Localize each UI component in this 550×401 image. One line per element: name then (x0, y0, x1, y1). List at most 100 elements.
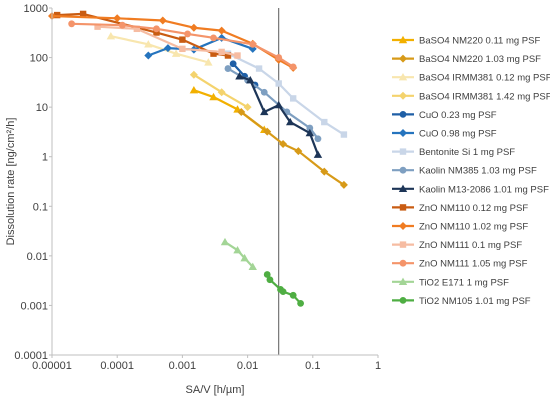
legend-swatch-marker (399, 148, 407, 155)
series-9 (235, 72, 323, 158)
legend-swatch-marker (399, 129, 407, 137)
data-point (224, 65, 232, 72)
data-point (94, 23, 101, 30)
legend-item: CuO 0.98 mg PSF (392, 129, 497, 140)
data-point (260, 88, 268, 96)
x-tick-label: 0.1 (305, 360, 320, 372)
data-point (248, 262, 257, 271)
legend-item: BaSO4 IRMM381 1.42 mg PSF (392, 91, 550, 102)
legend-swatch-marker (399, 166, 407, 174)
legend-swatch-marker (399, 241, 407, 248)
legend-item: Bentonite Si 1 mg PSF (392, 147, 515, 158)
data-point (153, 25, 160, 33)
legend-swatch-marker (399, 259, 407, 267)
x-axis-title: SA/V [h/µm] (186, 384, 245, 396)
legend-label: CuO 0.23 mg PSF (419, 110, 497, 121)
data-point (229, 60, 237, 68)
x-tick-label: 0.00001 (32, 360, 72, 372)
legend-label: Bentonite Si 1 mg PSF (419, 147, 515, 158)
data-point (189, 85, 199, 94)
legend-label: TiO2 NM105 1.01 mg PSF (419, 296, 531, 307)
data-point (313, 150, 323, 158)
x-tick-label: 0.001 (169, 360, 197, 372)
series-2 (237, 107, 348, 189)
legend-item: TiO2 E171 1 mg PSF (392, 277, 509, 288)
data-point (106, 31, 116, 40)
data-point (275, 80, 282, 87)
data-point (240, 253, 249, 262)
data-point (179, 36, 186, 43)
data-point (321, 118, 328, 126)
data-point (255, 65, 263, 72)
data-point (294, 147, 303, 156)
data-point (263, 271, 271, 278)
x-tick-label: 1 (375, 360, 381, 372)
series-3 (106, 31, 213, 66)
legend-label: CuO 0.98 mg PSF (419, 129, 497, 140)
legend-item: ZnO NM111 0.1 mg PSF (392, 240, 522, 251)
data-point (340, 131, 348, 138)
y-tick-label: 1 (42, 152, 48, 164)
legend-swatch-marker (399, 54, 407, 63)
data-point (234, 52, 241, 59)
legend-label: BaSO4 IRMM381 0.12 mg PSF (419, 73, 550, 84)
legend-label: ZnO NM111 1.05 mg PSF (419, 259, 528, 270)
data-point (153, 29, 160, 36)
data-point (289, 95, 297, 102)
legend-item: BaSO4 IRMM381 0.12 mg PSF (392, 73, 550, 84)
data-point (266, 276, 274, 284)
legend-swatch-marker (399, 111, 407, 118)
data-point (279, 140, 288, 149)
data-point (210, 34, 217, 42)
data-point (235, 72, 244, 80)
data-point (184, 30, 191, 38)
legend-label: ZnO NM110 0.12 mg PSF (419, 203, 528, 214)
legend-swatch-marker (398, 277, 408, 285)
legend-label: Kaolin M13-2086 1.01 mg PSF (419, 184, 549, 195)
series-line (51, 14, 294, 69)
legend-label: ZnO NM110 1.02 mg PSF (419, 222, 528, 233)
data-point (118, 21, 126, 29)
legend-item: BaSO4 NM220 1.03 mg PSF (392, 54, 541, 65)
data-point (297, 299, 305, 307)
series-line (240, 111, 345, 186)
y-tick-label: 1000 (24, 3, 48, 15)
data-point (171, 49, 181, 57)
legend-item: TiO2 NM105 1.01 mg PSF (392, 296, 531, 307)
legend-item: ZnO NM110 0.12 mg PSF (392, 203, 528, 214)
legend-item: Kaolin M13-2086 1.01 mg PSF (392, 184, 549, 195)
data-point (217, 26, 226, 35)
legend-item: CuO 0.23 mg PSF (392, 110, 497, 121)
legend-swatch-marker (398, 184, 408, 192)
data-point (209, 92, 218, 101)
legend-swatch-marker (399, 91, 407, 100)
y-tick-label: 0.001 (20, 300, 48, 312)
data-point (133, 25, 141, 33)
legend-item: Kaolin NM385 1.03 mg PSF (392, 166, 537, 177)
series-13 (68, 20, 297, 71)
legend-item: ZnO NM110 1.02 mg PSF (392, 222, 528, 233)
data-point (237, 107, 246, 116)
series-15 (263, 271, 305, 307)
data-point (233, 246, 242, 254)
data-point (249, 40, 257, 48)
data-point (144, 51, 153, 60)
series-4 (189, 70, 252, 112)
data-point (220, 237, 230, 246)
data-point (179, 45, 186, 53)
data-point (263, 127, 272, 136)
data-point (113, 14, 122, 23)
data-point (79, 10, 87, 18)
data-point (275, 54, 283, 61)
plot-area (48, 8, 348, 355)
data-point (314, 135, 322, 143)
data-point (260, 107, 269, 116)
legend-label: Kaolin NM385 1.03 mg PSF (419, 166, 537, 177)
data-point (68, 20, 76, 28)
data-point (158, 16, 167, 25)
series-line (224, 241, 254, 268)
y-tick-label: 100 (30, 53, 48, 65)
legend-label: ZnO NM111 0.1 mg PSF (419, 240, 522, 251)
legend-swatch-marker (398, 73, 408, 81)
